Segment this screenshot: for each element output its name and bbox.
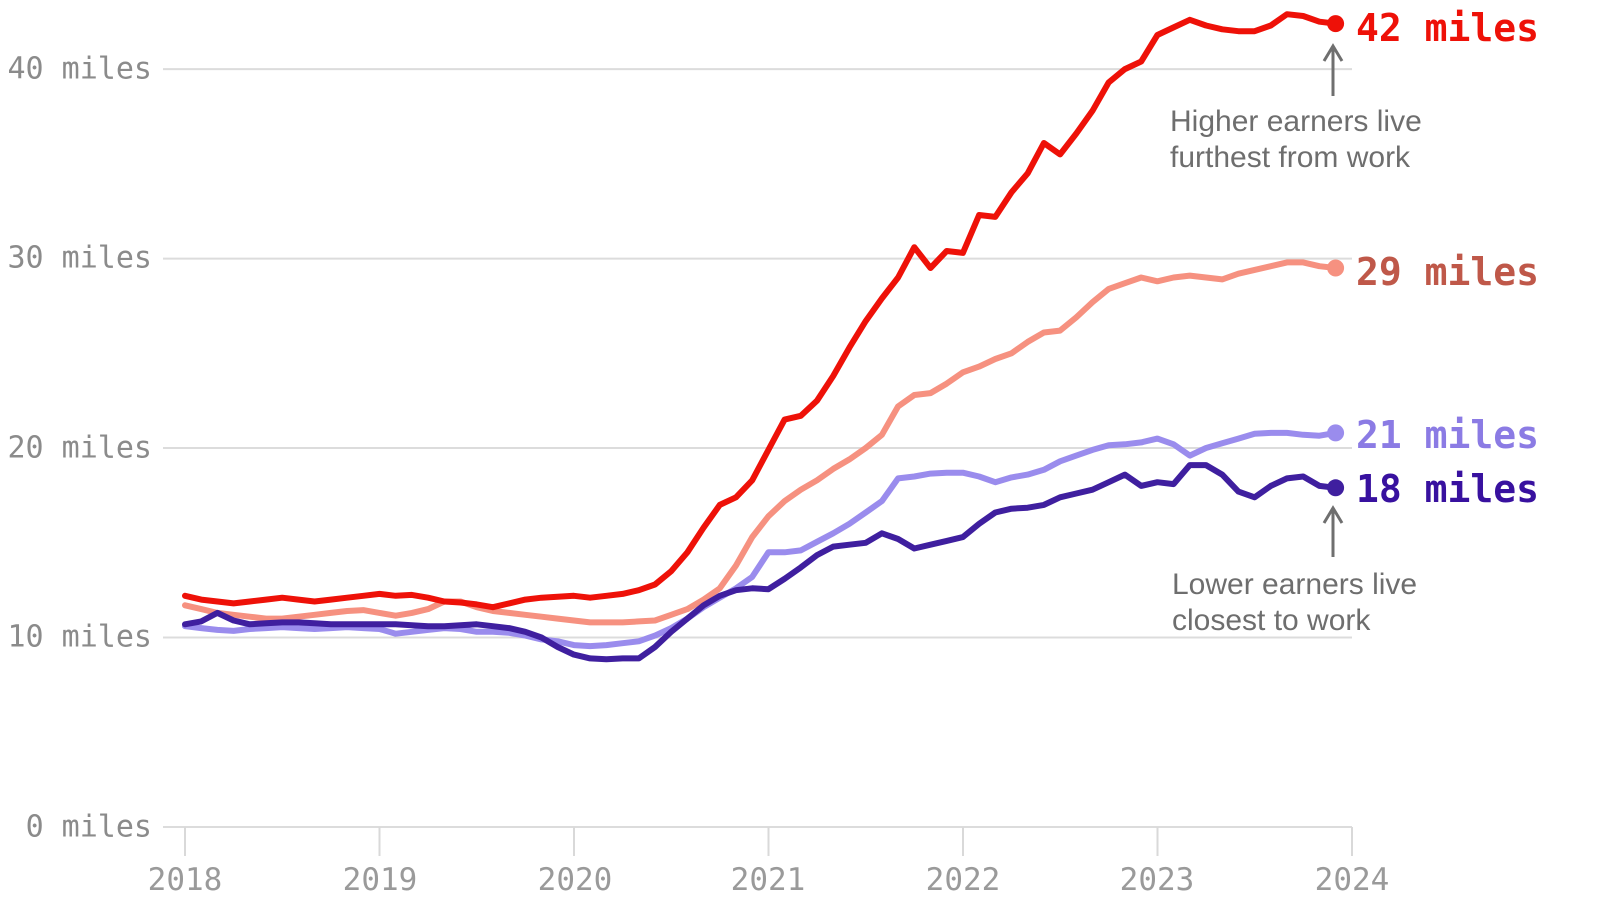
y-tick-label-40: 40 miles: [7, 51, 153, 87]
end-label-lower-middle-earners: 21 miles: [1356, 413, 1540, 457]
series-line-higher-earners: [182, 11, 1339, 611]
series-line-lower-middle-earners: [182, 429, 1339, 650]
x-tick-label-2018: 2018: [147, 862, 223, 898]
x-tick-label-2023: 2023: [1119, 862, 1195, 898]
series-endpoint-dot-upper-middle-earners: [1327, 259, 1345, 277]
annotation-lower-line1: Lower earners live: [1172, 568, 1418, 601]
x-tick-label-2019: 2019: [342, 862, 418, 898]
series-line-upper-middle-earners: [182, 259, 1339, 626]
arrow-to-higher-earners-line-arrowhead-icon: [1322, 43, 1344, 62]
annotation-higher-line2: furthest from work: [1170, 141, 1411, 174]
series-endpoint-dot-lower-middle-earners: [1327, 424, 1345, 442]
x-tick-label-2024: 2024: [1314, 862, 1390, 898]
annotation-higher-line1: Higher earners live: [1170, 105, 1422, 138]
end-label-lower-earners: 18 miles: [1356, 467, 1540, 511]
end-label-upper-middle-earners: 29 miles: [1356, 250, 1540, 294]
annotation-lower-earners: Lower earners live closest to work: [1172, 567, 1417, 639]
annotation-lower-line2: closest to work: [1172, 604, 1371, 637]
arrow-to-lower-earners-line-arrowhead-icon: [1322, 505, 1344, 524]
series-line-lower-earners: [182, 462, 1339, 663]
y-tick-label-30: 30 miles: [7, 240, 153, 276]
annotation-higher-earners: Higher earners live furthest from work: [1170, 104, 1422, 176]
series-endpoint-dot-lower-earners: [1327, 479, 1345, 497]
x-tick-label-2022: 2022: [925, 862, 1001, 898]
y-tick-label-20: 20 miles: [7, 430, 153, 466]
y-tick-label-0: 0 miles: [25, 809, 152, 845]
y-tick-label-10: 10 miles: [7, 619, 153, 655]
x-tick-label-2020: 2020: [537, 862, 613, 898]
end-label-higher-earners: 42 miles: [1356, 6, 1540, 50]
x-tick-label-2021: 2021: [730, 862, 806, 898]
series-endpoint-dot-higher-earners: [1327, 15, 1345, 33]
